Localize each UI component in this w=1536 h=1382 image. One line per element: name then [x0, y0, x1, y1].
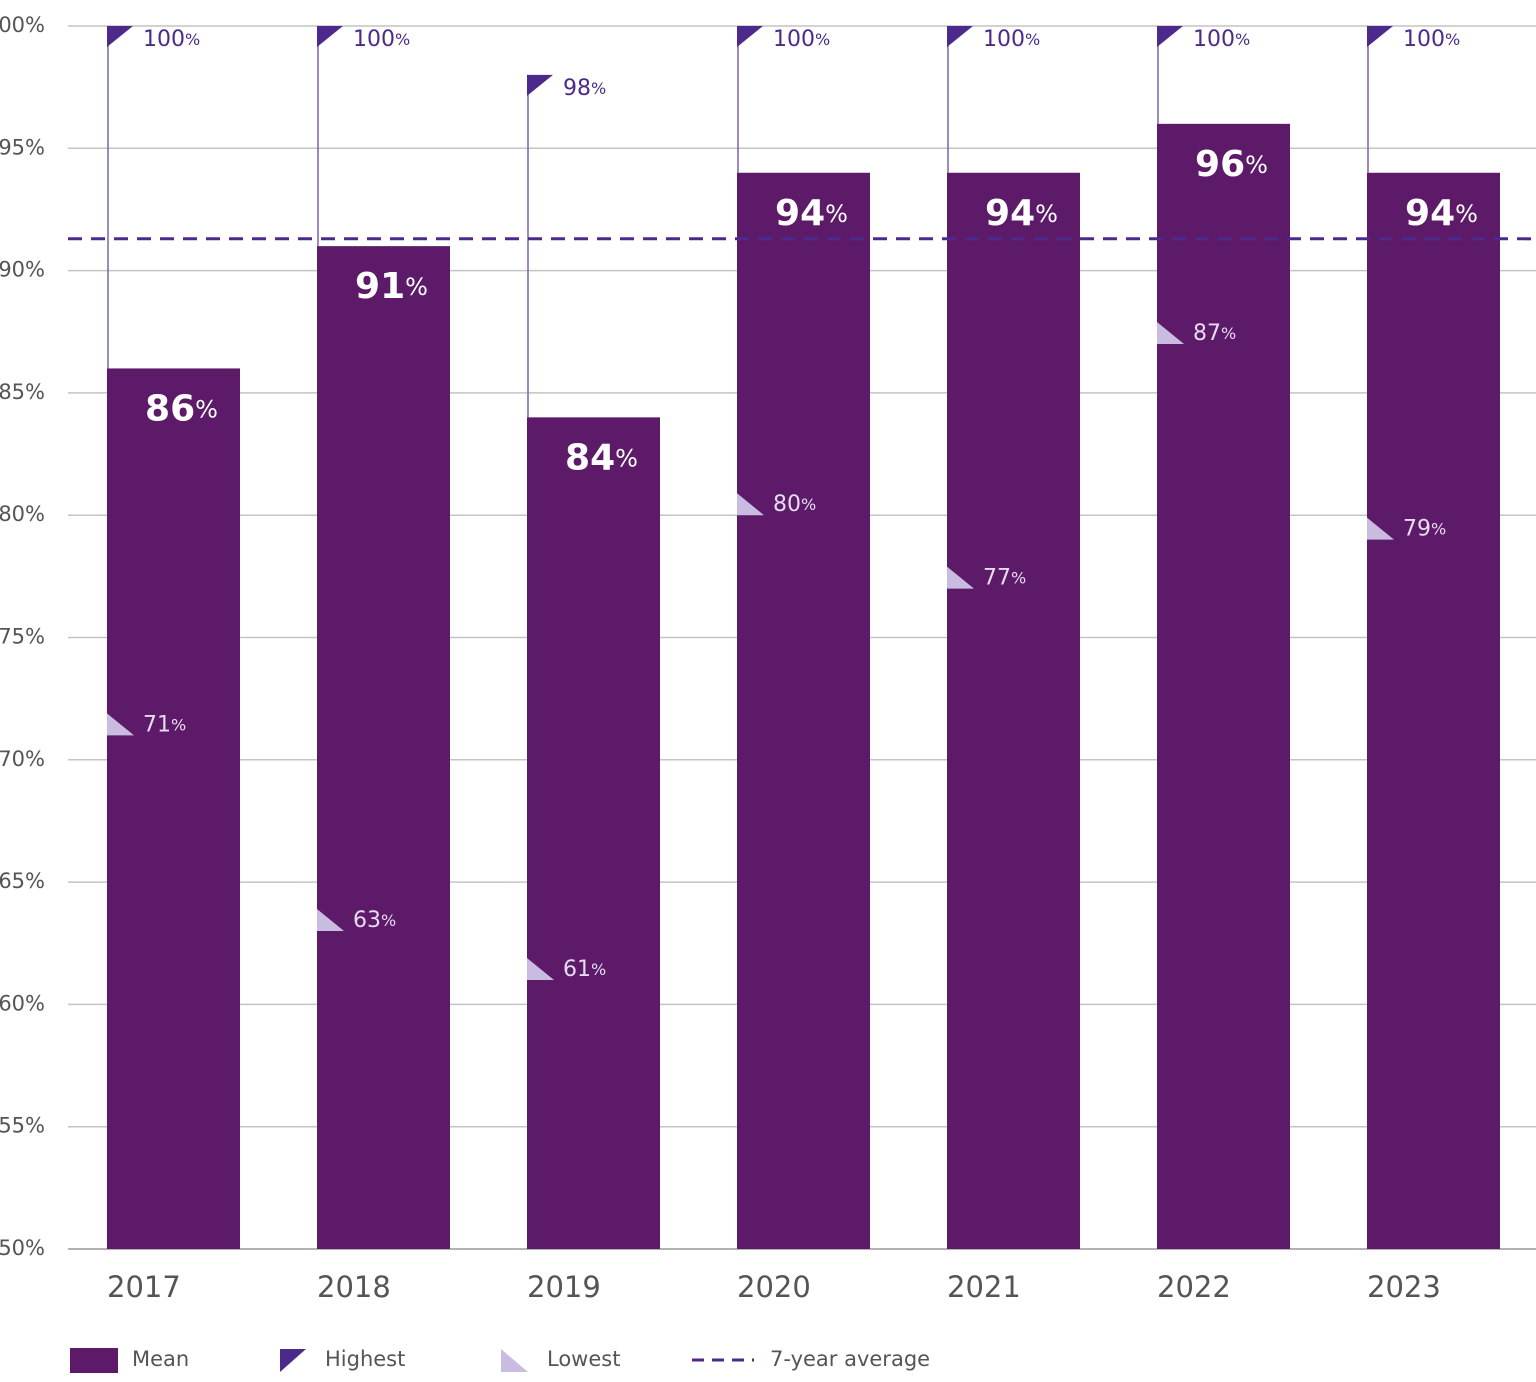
lowest-marker	[737, 493, 764, 516]
bar	[1367, 172, 1500, 1249]
highest-label: 98%	[563, 76, 606, 101]
legend-swatch	[70, 1348, 118, 1373]
highest-marker	[107, 26, 133, 47]
highest-marker	[1367, 26, 1393, 47]
lowest-label: 79%	[1403, 517, 1446, 542]
y-tick-label: 90%	[0, 258, 45, 282]
lowest-marker	[947, 566, 974, 589]
y-tick-label: 50%	[0, 1236, 45, 1260]
legend-label: Mean	[132, 1347, 189, 1371]
lowest-label: 61%	[563, 957, 606, 982]
highest-label: 100%	[1403, 27, 1460, 52]
y-tick-label: 100%	[0, 13, 45, 37]
highest-label: 100%	[773, 27, 830, 52]
y-tick-label: 75%	[0, 625, 45, 649]
highest-marker	[1157, 26, 1183, 47]
bar-value-label: 91%	[355, 266, 428, 307]
x-tick-label: 2022	[1157, 1270, 1231, 1304]
x-tick-label: 2021	[947, 1270, 1021, 1304]
lowest-label: 77%	[983, 566, 1026, 591]
highest-label: 100%	[1193, 27, 1250, 52]
lowest-label: 71%	[143, 712, 186, 737]
y-tick-label: 65%	[0, 869, 45, 893]
bar-value-label: 94%	[985, 193, 1058, 234]
bar-value-label: 94%	[775, 193, 848, 234]
y-tick-label: 85%	[0, 380, 45, 404]
lowest-marker	[1157, 321, 1184, 344]
bar-value-label: 94%	[1405, 193, 1478, 234]
bar-value-label: 86%	[145, 388, 218, 429]
lowest-marker	[107, 713, 134, 736]
x-tick-label: 2017	[107, 1270, 181, 1304]
legend-swatch	[501, 1349, 528, 1372]
legend-label: Highest	[325, 1347, 405, 1371]
bar-value-label: 84%	[565, 437, 638, 478]
x-tick-label: 2019	[527, 1270, 601, 1304]
y-tick-label: 55%	[0, 1114, 45, 1138]
legend-label: Lowest	[547, 1347, 620, 1371]
lowest-label: 80%	[773, 492, 816, 517]
bar-value-label: 96%	[1195, 144, 1268, 185]
y-tick-label: 60%	[0, 991, 45, 1015]
lowest-marker	[317, 909, 344, 932]
highest-label: 100%	[143, 27, 200, 52]
y-tick-label: 80%	[0, 502, 45, 526]
lowest-label: 63%	[353, 908, 396, 933]
bar	[1157, 123, 1290, 1250]
bar	[527, 417, 660, 1249]
bar	[107, 368, 240, 1249]
highest-label: 100%	[983, 27, 1040, 52]
highest-marker	[947, 26, 973, 47]
highest-marker	[527, 74, 553, 96]
lowest-marker	[527, 957, 554, 980]
x-tick-label: 2023	[1367, 1270, 1441, 1304]
y-tick-label: 70%	[0, 747, 45, 771]
legend-label: 7-year average	[770, 1347, 930, 1371]
highest-label: 100%	[353, 27, 410, 52]
legend-swatch	[280, 1349, 306, 1372]
x-tick-label: 2020	[737, 1270, 811, 1304]
bar	[317, 246, 450, 1249]
highest-marker	[317, 26, 343, 47]
bar	[737, 172, 870, 1249]
x-tick-label: 2018	[317, 1270, 391, 1304]
highest-marker	[737, 26, 763, 47]
bar	[947, 172, 1080, 1249]
lowest-label: 87%	[1193, 321, 1236, 346]
lowest-marker	[1367, 517, 1394, 540]
y-tick-label: 95%	[0, 135, 45, 159]
